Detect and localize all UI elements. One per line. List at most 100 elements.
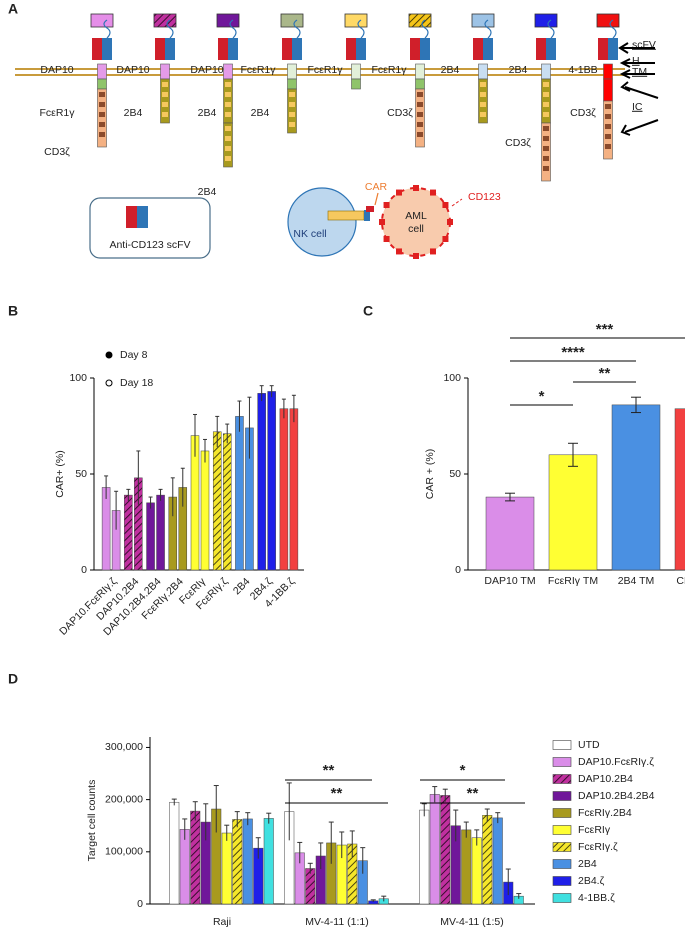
ic-motif [225,102,231,107]
construct-key [471,13,495,28]
domain-name: 2B4 [198,186,217,198]
ic-motif [99,132,105,137]
legend-swatch [552,774,572,784]
hinge [484,19,492,39]
ic-motif [417,112,423,117]
ic-motif [543,166,549,171]
ic-motif [225,82,231,87]
bar [146,502,155,571]
domain-name: CD3ζ [44,146,70,158]
ic-domain [223,122,233,168]
legend-marker [105,379,113,387]
legend-marker [105,351,113,359]
bar [221,832,232,905]
domain-name: 2B4 [441,64,460,76]
construct-key [90,13,114,28]
legend-swatch [552,893,572,903]
hinge [547,19,555,39]
x-tick-label: FcεRIγ TM [547,575,599,587]
y-axis-label: CAR+ (%) [54,450,66,498]
bar [419,809,430,905]
nk-label: NK cell [293,228,326,240]
scfv-vh [155,38,165,60]
y-tick-label: 100 [69,372,87,384]
cd123-dot [383,236,390,242]
ic-domain [287,88,297,134]
cd123-dot [396,189,402,196]
y-tick-label: 50 [75,468,87,480]
legend-swatch [552,842,572,852]
ic-motif [543,92,549,97]
scfv-vh [126,206,137,228]
domain-name: CD3ζ [570,107,596,119]
bar [169,801,180,905]
scfv-vl [228,38,238,60]
cd123-dot [430,248,436,255]
legend-swatch [552,757,572,767]
legend-label: FcεRIγ [578,824,611,836]
bar [461,829,472,905]
legend-label: Day 18 [120,377,153,389]
bar [242,818,253,905]
tm-domain [97,63,107,80]
ic-motif [543,126,549,131]
domain-label: TM [632,66,647,78]
tm-domain [541,63,551,80]
significance-label: * [539,388,545,405]
car-scfv [366,206,374,212]
domain-name: FcεR1γ [39,107,75,119]
ic-domain [160,78,170,124]
ic-domain [603,78,613,102]
domain-name: CD3ζ [505,137,531,149]
legend-label: DAP10.2B4.2B4 [578,790,655,802]
hinge [229,19,237,39]
significance-label: *** [596,321,614,338]
legend-label: Day 8 [120,349,148,361]
domain-name: 2B4 [198,107,217,119]
legend-label: 2B4.ζ [578,875,605,887]
significance-label: ** [323,762,335,779]
ic-motif [543,136,549,141]
legend-label: UTD [578,739,600,751]
legend-label: FcεRIγ.ζ [578,841,618,853]
bar [190,810,201,905]
bar [257,393,266,571]
ic-motif [99,122,105,127]
y-tick-label: 200,000 [105,793,143,805]
ic-motif [605,104,611,109]
construct-key [280,13,304,28]
car-pointer [374,192,379,206]
y-tick-label: 0 [137,898,143,910]
domain-name: 2B4 [124,107,143,119]
scfv-vl [483,38,493,60]
ic-domain [478,78,488,124]
legend-swatch [552,791,572,801]
bar [179,829,190,905]
scfv-vh [473,38,483,60]
x-tick-label: Raji [213,916,231,928]
ic-motif [162,82,168,87]
y-axis-label: Target cell counts [86,780,98,862]
tm-domain [478,63,488,80]
hinge [166,19,174,39]
bar [232,819,243,905]
ic-domain [415,88,425,148]
ic-motif [605,134,611,139]
ic-motif [225,146,231,151]
ic-motif [543,112,549,117]
x-tick-label: 2B4 TM [617,575,655,587]
bar [263,818,274,905]
ic-domain [287,78,297,90]
bar [267,391,276,571]
scfv-vl [165,38,175,60]
ic-domain [97,88,107,148]
construct-key [153,13,177,28]
x-tick-label: MV-4-11 (1:5) [440,916,503,928]
ic-motif [289,102,295,107]
bar [222,433,232,571]
ic-domain [541,122,551,182]
ic-motif [162,92,168,97]
bar [156,494,165,571]
scfv-vl [608,38,618,60]
ic-motif [480,92,486,97]
